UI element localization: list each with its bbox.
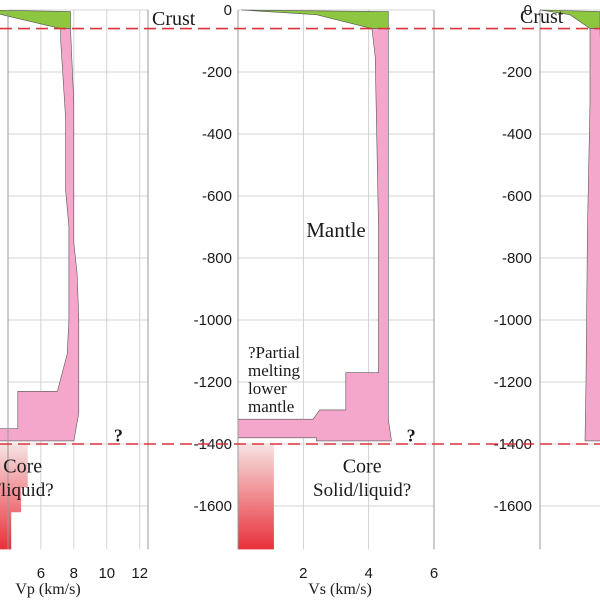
y-tick-label: -1200 [494,374,532,391]
x-tick-label: 4 [364,565,372,582]
y-tick-label: -1600 [494,498,532,515]
y-tick-label: -1200 [194,374,232,391]
core-region-Vp [0,444,28,550]
x-tick-label: 6 [37,565,45,582]
regions-layer [0,9,600,550]
y-tick-label: -400 [202,126,232,143]
partial-melting-label: mantle [248,397,294,416]
y-tick-label: -200 [202,64,232,81]
partial-melting-label: lower [248,379,287,398]
crust-label: Crust [152,8,196,30]
question-mark: ? [407,426,416,446]
y-tick-label: -600 [502,188,532,205]
mantle-region-Vp [0,28,80,442]
mantle-region-Vs [237,28,392,442]
axes-layer: 6 8 10 12 Vp (km/s) 0 -200 -400 -600 -800 -1000 -12… [7,2,541,598]
y-tick-label: 0 [524,2,532,19]
core-state-label: Solid/liquid? [0,480,54,501]
x-tick-label: 6 [430,565,438,582]
x-tick-label: 2 [299,565,307,582]
x-axis-label: Vp (km/s) [15,581,80,598]
text-layer: CoreSolid/liquid?ntle?MantleCoreSolid/li… [0,6,564,501]
y-tick-label: -800 [502,250,532,267]
y-tick-label: -1000 [494,312,532,329]
partial-melting-label: ?Partial [248,343,300,362]
y-tick-label: -1600 [194,498,232,515]
y-tick-label: -800 [202,250,232,267]
y-tick-label: -400 [502,126,532,143]
partial-melting-label: melting [248,361,300,380]
y-tick-label: -200 [502,64,532,81]
crust-region-Vs [241,9,389,29]
y-tick-label: -1400 [194,436,232,453]
x-tick-label: 10 [98,565,115,582]
core-label: Core [343,456,382,478]
y-tick-label: -1000 [194,312,232,329]
y-tick-label: -600 [202,188,232,205]
boundary-layer [0,27,600,445]
core-state-label: Solid/liquid? [313,480,411,501]
y-tick-label: 0 [224,2,232,19]
x-tick-label: 12 [131,565,148,582]
crust-region-Vp [0,10,71,29]
grid-layer [8,9,600,550]
core-region-Vs [238,444,274,550]
core-label: Core [3,456,42,478]
x-axis-label: Vs (km/s) [308,581,372,598]
mantle-label: Mantle [306,218,365,242]
question-mark: ? [114,426,123,446]
x-tick-label: 8 [70,565,78,582]
mantle-region-third [584,28,600,442]
crust-label: Crust [520,6,564,28]
